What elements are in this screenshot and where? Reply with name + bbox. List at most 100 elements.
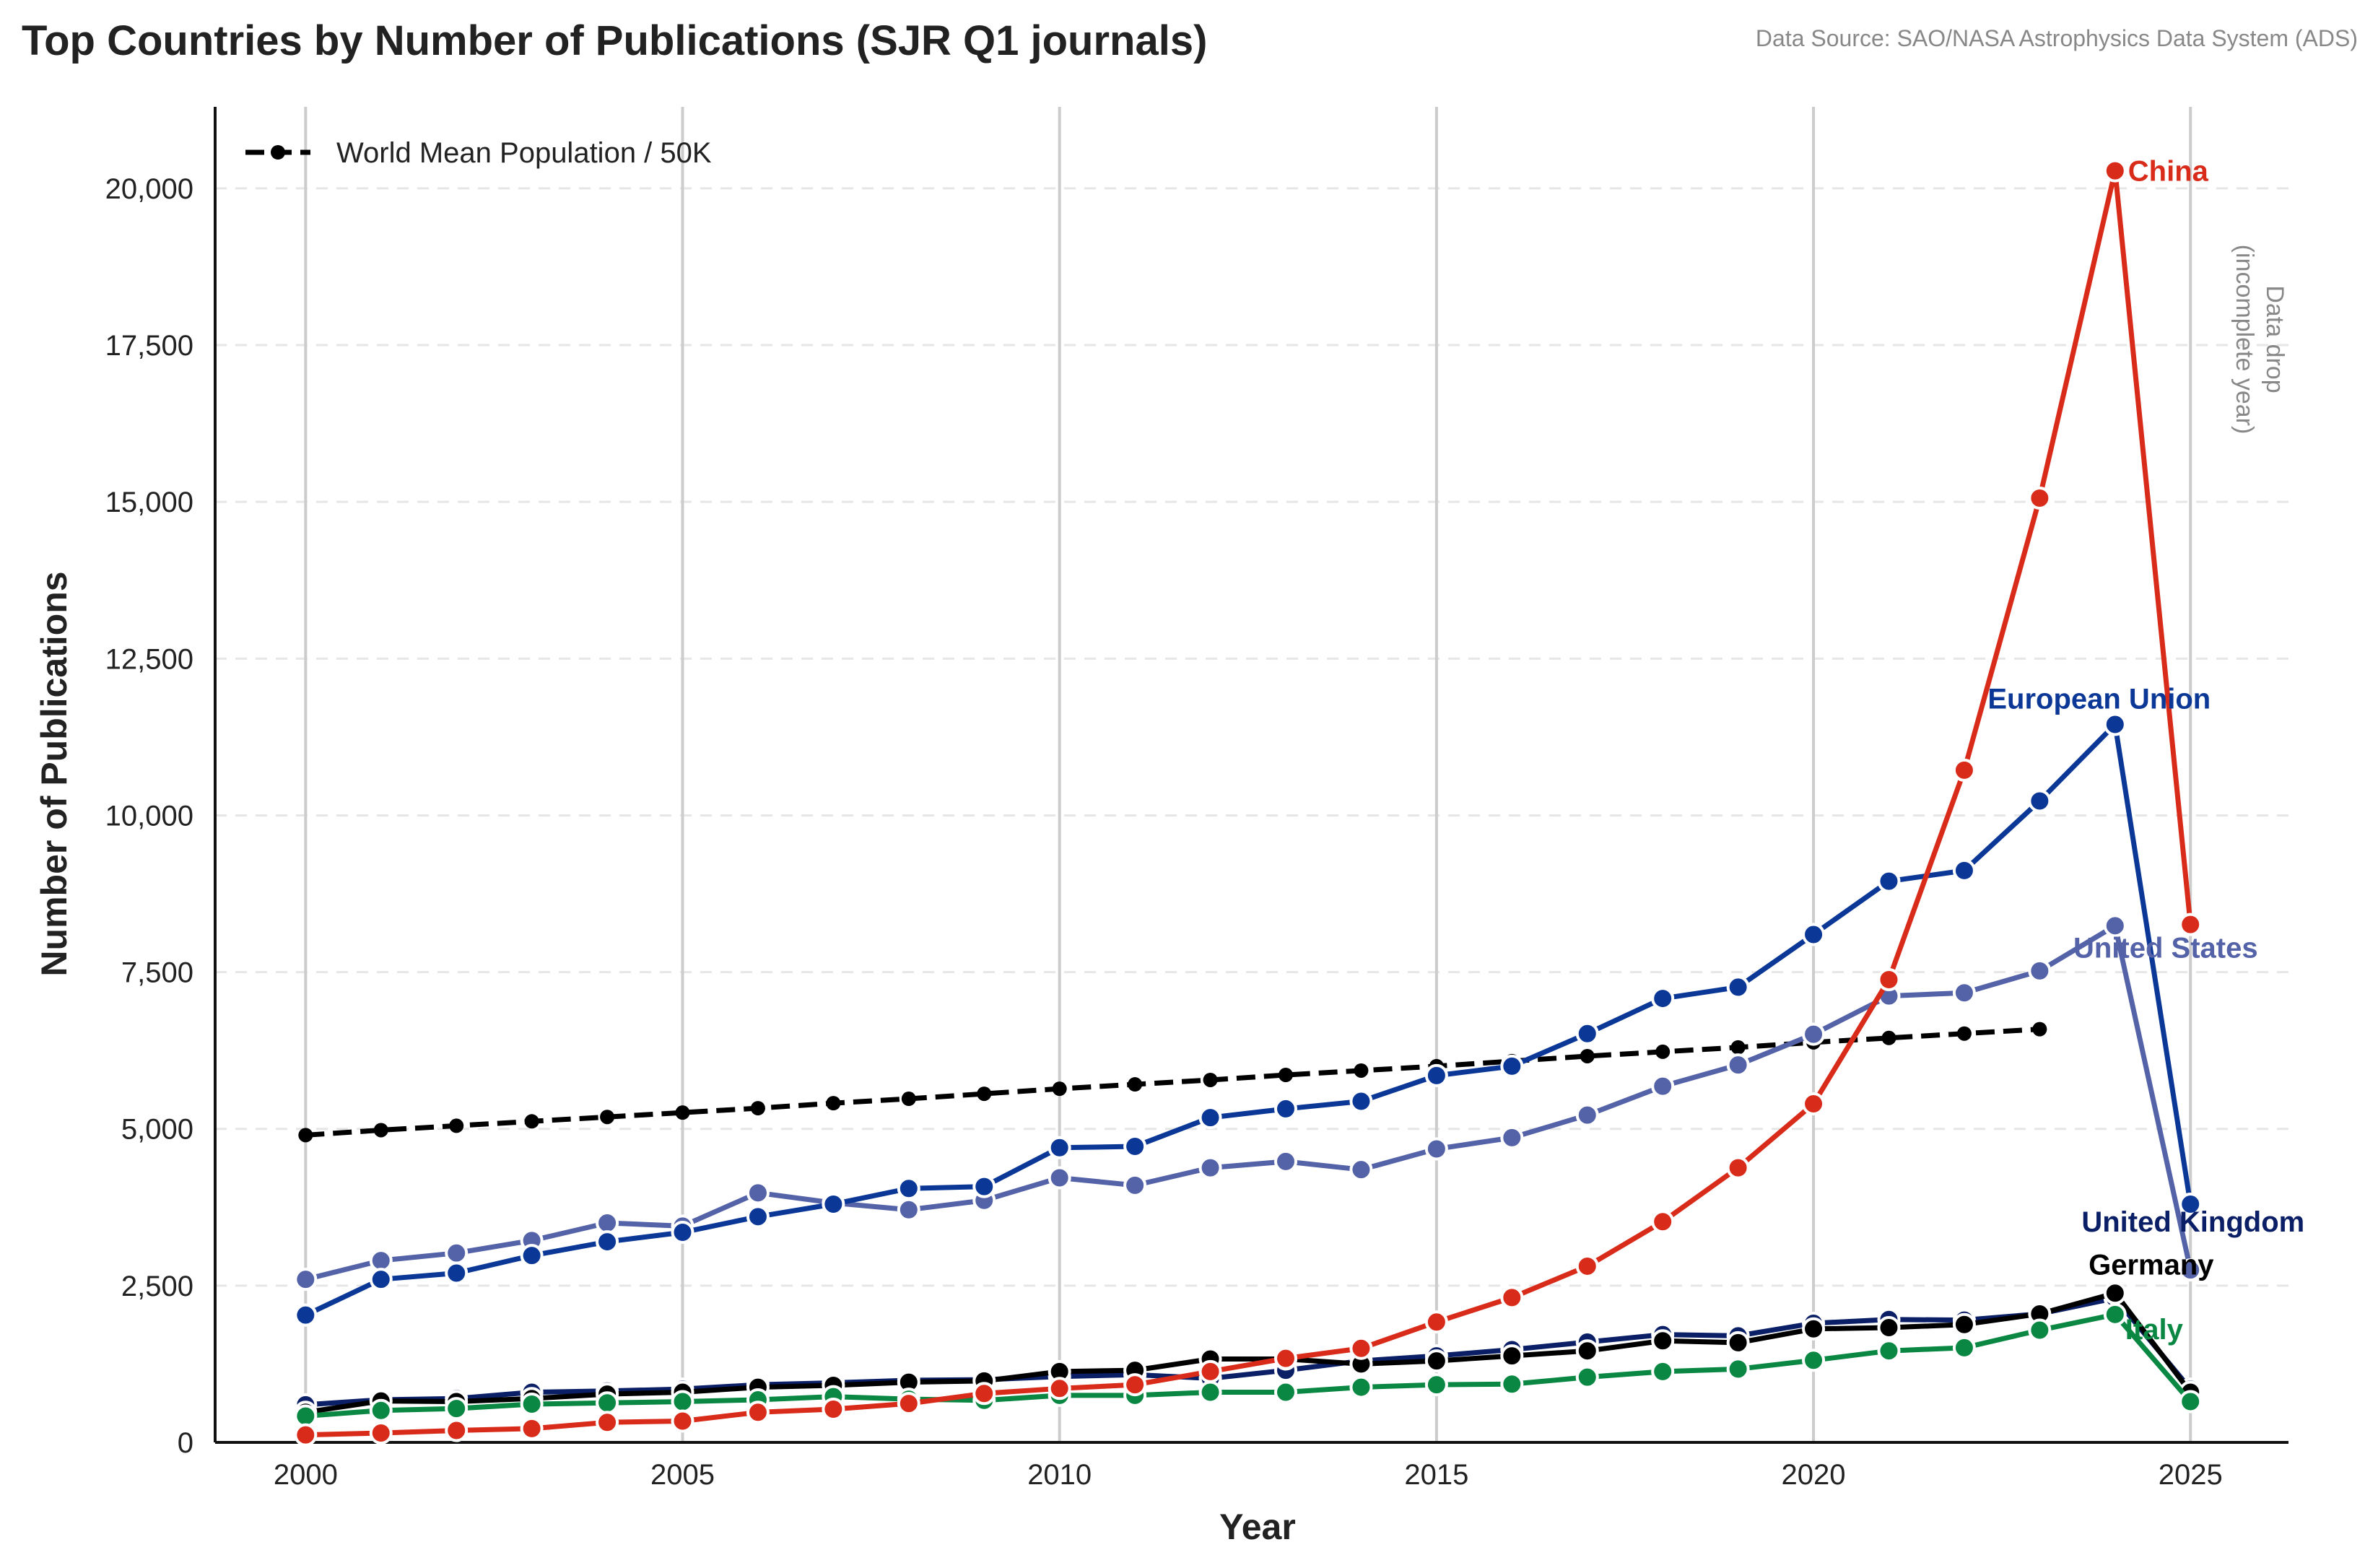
germany-point xyxy=(1500,1344,1524,1368)
united-states-point xyxy=(445,1241,469,1265)
x-tick-label: 2025 xyxy=(2159,1459,2223,1491)
united-states-point xyxy=(897,1198,920,1221)
china-point xyxy=(294,1423,318,1447)
china-point xyxy=(1273,1346,1297,1370)
european-union-point xyxy=(1424,1063,1448,1087)
world-mean-population-point xyxy=(1730,1040,1746,1055)
china-point xyxy=(1349,1336,1373,1360)
european-union-point xyxy=(1802,923,1826,946)
world-mean-population-point xyxy=(1052,1081,1067,1097)
italy-line xyxy=(305,1312,2192,1419)
china-point xyxy=(1123,1373,1147,1397)
world-mean-population-point xyxy=(2032,1022,2047,1037)
european-union-point xyxy=(1198,1106,1222,1130)
world-mean-population-point xyxy=(1128,1077,1143,1092)
y-tick-label: 10,000 xyxy=(105,800,193,832)
series-world-mean-population xyxy=(298,1022,2047,1143)
x-tick-label: 2015 xyxy=(1404,1459,1468,1491)
annotation-line-1: Data drop xyxy=(2261,285,2288,393)
y-tick-label: 0 xyxy=(178,1427,193,1459)
series-italy xyxy=(294,1302,2203,1428)
italy-point xyxy=(445,1397,469,1421)
european-union-point xyxy=(369,1268,393,1292)
italy-point xyxy=(1726,1357,1750,1381)
y-tick-label: 5,000 xyxy=(121,1114,193,1146)
world-mean-population-point xyxy=(298,1128,313,1143)
germany-point xyxy=(1424,1349,1448,1373)
european-union-point xyxy=(1651,987,1675,1011)
series-labels: United Kingdom United States European Unio… xyxy=(1987,156,2304,1346)
italy-point xyxy=(1651,1359,1675,1383)
world-mean-population-point xyxy=(750,1101,765,1116)
legend: World Mean Population / 50K xyxy=(245,137,712,169)
european-union-point xyxy=(520,1244,544,1268)
y-tick-label: 15,000 xyxy=(105,487,193,518)
italy-point xyxy=(1349,1375,1373,1399)
united-kingdom-line xyxy=(305,1295,2192,1408)
world-mean-population-point xyxy=(1354,1063,1369,1078)
european-union-point xyxy=(1952,858,1976,882)
world-mean-population-line xyxy=(305,1027,2040,1138)
x-tick-label: 2020 xyxy=(1782,1459,1846,1491)
italy-point xyxy=(2103,1302,2127,1326)
united-states-point xyxy=(596,1211,619,1235)
y-axis-label: Number of Publications xyxy=(34,571,74,976)
european-union-point xyxy=(1048,1136,1071,1159)
united-states-point xyxy=(1123,1173,1147,1197)
x-tick-label: 2010 xyxy=(1027,1459,1092,1491)
italy-point xyxy=(2028,1318,2052,1342)
x-tick-label: 2005 xyxy=(650,1459,715,1491)
united-states-point xyxy=(1575,1103,1599,1127)
united-states-point xyxy=(1952,981,1976,1005)
italy-point xyxy=(2179,1390,2203,1414)
china-line xyxy=(305,168,2193,1438)
european-union-point xyxy=(294,1303,318,1327)
world-mean-population-point xyxy=(524,1114,539,1129)
china-point xyxy=(369,1421,393,1445)
world-mean-population-point xyxy=(901,1092,916,1107)
united-states-point xyxy=(1198,1156,1222,1180)
united-states-point xyxy=(1500,1125,1524,1149)
y-tick-label: 12,500 xyxy=(105,643,193,675)
china-point xyxy=(1048,1377,1071,1401)
tick-labels: 0 2,500 5,000 7,500 10,000 12,500 15,000 17,500… xyxy=(105,173,2223,1491)
european-union-point xyxy=(1273,1097,1297,1120)
series-label-united-kingdom: United Kingdom xyxy=(2081,1206,2304,1238)
world-mean-population-point xyxy=(449,1118,464,1133)
china-point xyxy=(2103,159,2127,183)
china-point xyxy=(2028,486,2052,510)
series xyxy=(294,159,2203,1447)
united-states-point xyxy=(369,1249,393,1273)
italy-point xyxy=(1273,1380,1297,1404)
united-states-point xyxy=(1726,1053,1750,1077)
germany-point xyxy=(1952,1312,1976,1336)
european-union-point xyxy=(1123,1135,1147,1159)
united-states-point xyxy=(294,1268,318,1292)
italy-point xyxy=(369,1398,393,1422)
united-states-point xyxy=(1802,1022,1826,1046)
european-union-point xyxy=(746,1205,770,1229)
annotation-line-2: (incomplete year) xyxy=(2231,245,2258,435)
united-states-point xyxy=(2103,914,2127,938)
italy-point xyxy=(1198,1380,1222,1404)
world-mean-population-point xyxy=(1956,1026,1972,1041)
china-point xyxy=(972,1382,996,1406)
x-tick-label: 2000 xyxy=(274,1459,338,1491)
china-point xyxy=(1802,1092,1826,1115)
european-union-point xyxy=(822,1192,845,1216)
european-union-point xyxy=(596,1230,619,1254)
european-union-point xyxy=(2028,789,2052,813)
data-source-note: Data Source: SAO/NASA Astrophysics Data … xyxy=(1756,25,2358,51)
china-point xyxy=(897,1392,920,1416)
united-states-point xyxy=(2028,959,2052,983)
world-mean-population-point xyxy=(1203,1072,1218,1087)
world-mean-population-point xyxy=(1278,1068,1293,1083)
legend-marker xyxy=(271,145,285,160)
chart-title: Top Countries by Number of Publications … xyxy=(22,17,1207,64)
germany-point xyxy=(1877,1316,1901,1340)
series-label-european-union: European Union xyxy=(1987,684,2211,715)
axes xyxy=(214,107,2288,1444)
european-union-point xyxy=(1877,869,1901,893)
